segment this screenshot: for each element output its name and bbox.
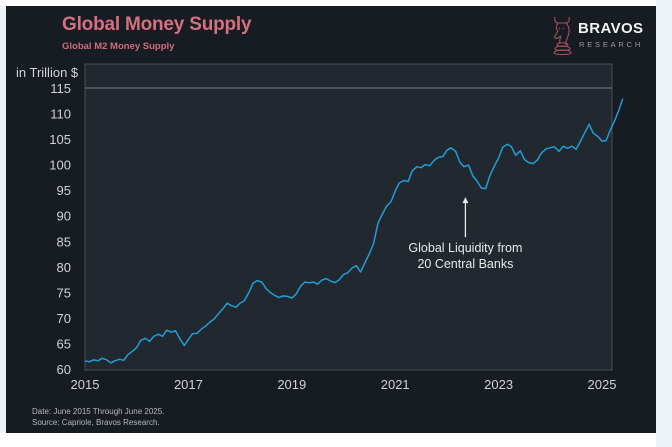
x-tick-label: 2015 <box>71 377 100 392</box>
annotation-text: 20 Central Banks <box>417 257 513 271</box>
footnote-source: Source: Capriole, Bravos Research. <box>32 418 160 427</box>
y-tick-label: 65 <box>57 336 71 351</box>
x-tick-label: 2023 <box>484 377 513 392</box>
x-tick-label: 2017 <box>174 377 203 392</box>
bull-chess-knight-icon <box>553 16 572 56</box>
brand-logo: BRAVOS RESEARCH <box>548 14 648 56</box>
x-axis-ticks: 2015 2017 2019 2021 2023 2025 <box>71 377 617 392</box>
y-tick-label: 115 <box>50 81 71 96</box>
x-tick-label: 2019 <box>277 377 306 392</box>
chart-title: Global Money Supply <box>62 14 252 35</box>
y-tick-label: 75 <box>57 285 71 300</box>
footnote: Date: June 2015 Through June 2025. Sourc… <box>32 406 164 428</box>
series-line-global-m2 <box>84 98 624 364</box>
chart-subtitle: Global M2 Money Supply <box>62 41 175 52</box>
y-axis-ticks: 60 65 70 75 80 85 90 95 100 105 110 115 <box>49 81 71 377</box>
y-tick-label: 95 <box>57 183 71 198</box>
y-tick-label: 85 <box>57 234 71 249</box>
page-top-margin <box>0 0 656 6</box>
annotation-arrowhead <box>462 197 469 204</box>
x-tick-label: 2021 <box>381 377 410 392</box>
page-bottom-margin <box>0 433 656 447</box>
annotation: Global Liquidity from 20 Central Banks <box>408 197 522 271</box>
y-tick-label: 90 <box>57 209 71 224</box>
y-tick-label: 105 <box>49 132 71 147</box>
y-axis-unit-label: in Trillion $ <box>16 65 79 80</box>
y-tick-label: 110 <box>50 107 71 122</box>
annotation-text: Global Liquidity from <box>408 241 522 255</box>
x-tick-label: 2025 <box>588 377 617 392</box>
logo-wordmark: BRAVOS <box>578 20 644 37</box>
y-tick-label: 100 <box>49 158 71 173</box>
y-tick-label: 60 <box>57 362 71 377</box>
footnote-date: Date: June 2015 Through June 2025. <box>32 407 165 416</box>
y-tick-label: 80 <box>57 260 71 275</box>
plot-area <box>84 63 613 371</box>
y-tick-label: 70 <box>57 311 71 326</box>
logo-tagline: RESEARCH <box>579 40 644 49</box>
